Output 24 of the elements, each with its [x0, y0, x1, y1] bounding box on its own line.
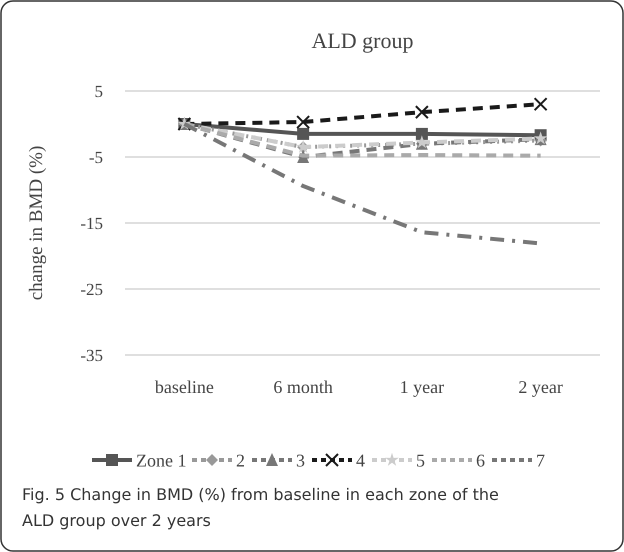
- chart-title: ALD group: [311, 28, 414, 53]
- y-tick-label: 5: [94, 82, 103, 101]
- legend-label: 3: [296, 450, 305, 470]
- y-tick-label: -5: [88, 148, 103, 167]
- legend-label: 5: [416, 450, 425, 470]
- y-tick-label: -15: [80, 214, 103, 233]
- point: [296, 115, 310, 130]
- point: [416, 128, 428, 140]
- x-tick-label: 1 year: [400, 377, 444, 397]
- point: [414, 105, 429, 120]
- y-axis-title: change in BMD (%): [26, 146, 47, 300]
- legend-label: 6: [476, 450, 485, 470]
- legend-label: 7: [536, 450, 545, 470]
- legend-label: 2: [236, 450, 245, 470]
- x-tick-label: baseline: [154, 377, 214, 397]
- legend-label: 4: [356, 450, 365, 470]
- x-tick-label: 6 month: [273, 377, 333, 397]
- y-tick-label: -35: [80, 346, 103, 365]
- legend-label: Zone 1: [136, 450, 186, 470]
- point: [297, 128, 310, 140]
- y-tick-label: -25: [80, 280, 103, 299]
- caption: Fig. 5 Change in BMD (%) from baseline in each zone of the ALD group over 2 years: [22, 485, 499, 530]
- x-tick-label: 2 year: [518, 377, 563, 397]
- point: [534, 97, 548, 112]
